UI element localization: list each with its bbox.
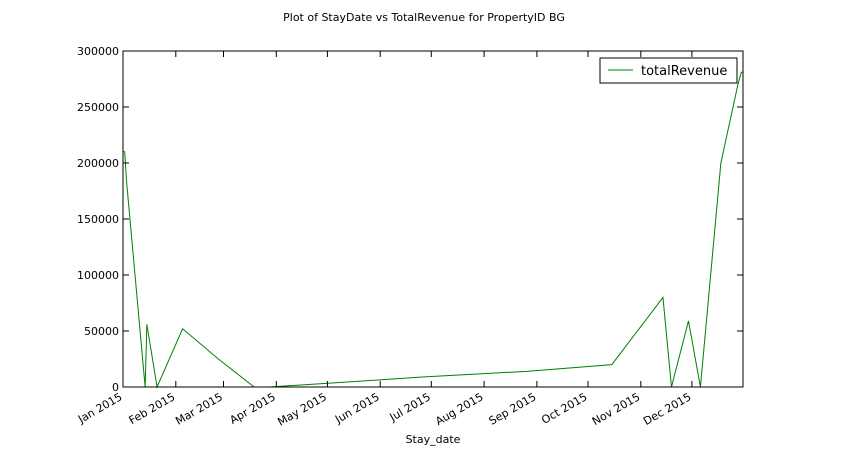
x-tick-label: Mar 2015 [173, 390, 225, 427]
plot-frame [122, 50, 744, 388]
x-tick-label: Jan 2015 [75, 390, 124, 426]
chart-title: Plot of StayDate vs TotalRevenue for Pro… [283, 11, 565, 24]
y-tick-label: 300000 [77, 45, 119, 58]
x-tick-label: Jul 2015 [387, 390, 433, 424]
series-line-totalrevenue [123, 71, 743, 389]
x-tick-label: Oct 2015 [539, 390, 589, 427]
legend-entry-totalrevenue: totalRevenue [641, 64, 727, 79]
x-tick-label: May 2015 [275, 390, 328, 428]
x-axis-label: Stay_date [406, 433, 461, 446]
x-tick-label: Jun 2015 [332, 390, 382, 426]
x-tick-label: Aug 2015 [433, 390, 485, 428]
y-tick-label: 50000 [84, 325, 119, 338]
series-layer [123, 71, 743, 389]
x-tick-label: Nov 2015 [590, 390, 642, 428]
x-tick-label: Feb 2015 [127, 390, 178, 427]
y-tick-label: 100000 [77, 269, 119, 282]
x-tick-label: Apr 2015 [228, 390, 278, 427]
y-tick-label: 250000 [77, 101, 119, 114]
y-tick-label: 0 [112, 381, 119, 394]
x-tick-label: Dec 2015 [641, 390, 693, 428]
x-tick-label: Sep 2015 [487, 390, 539, 427]
legend: totalRevenue [599, 57, 738, 84]
y-tick-label: 150000 [77, 213, 119, 226]
y-tick-label: 200000 [77, 157, 119, 170]
plot-area [123, 51, 743, 387]
